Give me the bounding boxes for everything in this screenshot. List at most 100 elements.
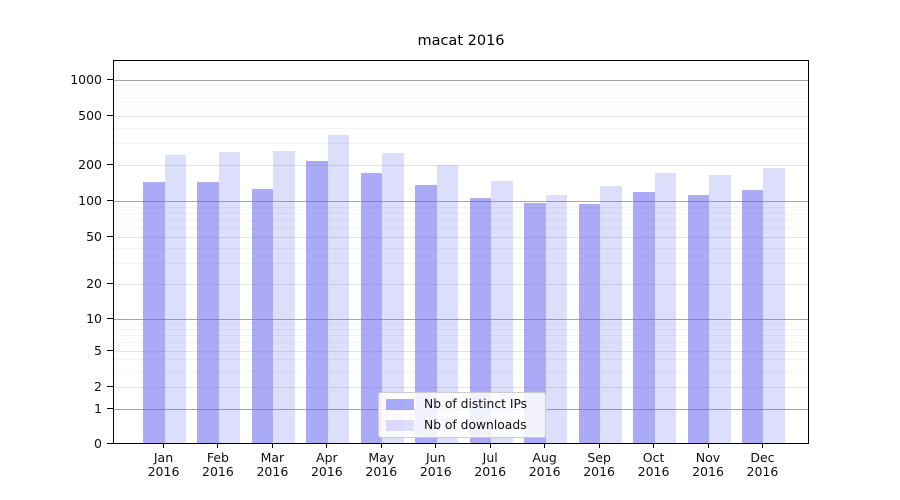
- y-tick-label-0: 0: [94, 436, 102, 451]
- minor-gridline-800: [114, 91, 808, 93]
- y-tick-mark-500: [106, 115, 113, 117]
- bar-nb-of-downloads-aug: [545, 194, 568, 444]
- gridline-50: [114, 237, 808, 239]
- bar-nb-of-distinct-ips-jan: [143, 182, 165, 444]
- bar-nb-of-downloads-nov: [709, 175, 731, 444]
- legend-swatch-downloads: [386, 419, 414, 431]
- minor-gridline-4: [114, 359, 808, 361]
- x-tick-mark-dec: [761, 443, 763, 448]
- x-tick-label-nov: Nov 2016: [692, 450, 724, 479]
- x-tick-mark-mar: [271, 443, 273, 448]
- gridline-1000: [114, 79, 808, 81]
- minor-gridline-7: [114, 334, 808, 336]
- y-tick-mark-50: [106, 236, 113, 238]
- x-tick-mark-nov: [707, 443, 709, 448]
- x-tick-label-dec: Dec 2016: [746, 450, 779, 479]
- x-tick-label-aug: Aug 2016: [528, 450, 561, 479]
- bar-nb-of-distinct-ips-oct: [633, 191, 655, 444]
- gridline-200: [114, 164, 808, 166]
- minor-gridline-90: [114, 206, 808, 208]
- gridline-10: [114, 318, 808, 320]
- x-tick-mark-may: [380, 443, 382, 448]
- y-tick-mark-1000: [106, 78, 113, 80]
- y-tick-label-2: 2: [94, 378, 102, 394]
- x-tick-label-jan: Jan 2016: [147, 450, 180, 479]
- bar-nb-of-distinct-ips-mar: [251, 189, 274, 444]
- x-tick-mark-apr: [326, 443, 328, 448]
- minor-gridline-70: [114, 219, 808, 221]
- bar-nb-of-downloads-sep: [600, 185, 622, 444]
- x-tick-mark-jan: [163, 443, 164, 448]
- minor-gridline-80: [114, 212, 808, 214]
- x-tick-label-mar: Mar 2016: [256, 450, 289, 479]
- legend: Nb of distinct IPs Nb of downloads: [378, 391, 546, 438]
- x-tick-label-jul: Jul 2016: [474, 450, 507, 479]
- x-tick-label-oct: Oct 2016: [637, 450, 670, 479]
- y-tick-label-50: 50: [86, 229, 102, 245]
- plot-area: Nb of distinct IPs Nb of downloads: [113, 59, 809, 444]
- bar-nb-of-distinct-ips-nov: [687, 194, 709, 444]
- gridline-100: [114, 201, 808, 203]
- bar-nb-of-downloads-jan: [164, 154, 186, 444]
- bar-nb-of-distinct-ips-sep: [578, 204, 601, 444]
- y-tick-mark-100: [106, 200, 113, 202]
- y-tick-mark-2: [106, 385, 113, 387]
- chart-title: macat 2016: [417, 33, 505, 49]
- y-tick-mark-20: [106, 282, 113, 284]
- y-tick-mark-1: [106, 407, 113, 409]
- bar-nb-of-downloads-jul: [491, 180, 513, 444]
- legend-entry-distinct-ips: Nb of distinct IPs: [386, 396, 545, 413]
- y-tick-label-500: 500: [78, 108, 102, 124]
- minor-gridline-6: [114, 342, 808, 344]
- gridline-2: [114, 386, 808, 388]
- minor-gridline-400: [114, 127, 808, 129]
- minor-gridline-700: [114, 98, 808, 100]
- legend-label-distinct-ips: Nb of distinct IPs: [424, 397, 528, 411]
- legend-label-downloads: Nb of downloads: [424, 418, 527, 432]
- x-tick-label-feb: Feb 2016: [202, 450, 234, 479]
- bar-nb-of-downloads-apr: [327, 134, 350, 444]
- bar-nb-of-downloads-feb: [218, 151, 241, 444]
- minor-gridline-900: [114, 85, 808, 87]
- x-tick-label-may: May 2016: [365, 450, 398, 479]
- y-tick-label-100: 100: [78, 193, 102, 209]
- x-tick-mark-jun: [435, 443, 437, 448]
- y-tick-label-200: 200: [78, 156, 102, 172]
- gridline-20: [114, 283, 808, 285]
- y-tick-label-1: 1: [94, 400, 102, 416]
- minor-gridline-60: [114, 227, 808, 229]
- minor-gridline-30: [114, 263, 808, 264]
- bar-nb-of-distinct-ips-aug: [524, 203, 546, 444]
- bar-nb-of-downloads-dec: [763, 167, 785, 444]
- bar-nb-of-downloads-mar: [273, 150, 295, 444]
- y-tick-label-5: 5: [94, 342, 102, 358]
- bar-nb-of-downloads-jun: [436, 165, 459, 444]
- bar-nb-of-distinct-ips-feb: [197, 182, 219, 444]
- minor-gridline-3: [114, 370, 808, 372]
- y-tick-label-10: 10: [86, 310, 102, 326]
- gridline-5: [114, 350, 808, 352]
- minor-gridline-40: [114, 248, 808, 250]
- bar-nb-of-distinct-ips-jun: [415, 184, 437, 444]
- y-tick-mark-5: [106, 349, 113, 351]
- bar-nb-of-distinct-ips-apr: [306, 160, 328, 444]
- y-tick-label-1000: 1000: [70, 71, 102, 87]
- x-tick-mark-jul: [489, 443, 491, 448]
- x-tick-label-jun: Jun 2016: [419, 450, 452, 479]
- x-tick-mark-aug: [544, 443, 546, 448]
- legend-swatch-distinct-ips: [386, 398, 414, 410]
- y-tick-mark-200: [106, 163, 113, 165]
- bar-nb-of-downloads-may: [382, 152, 404, 444]
- minor-gridline-300: [114, 143, 808, 145]
- x-tick-mark-feb: [217, 443, 219, 448]
- y-tick-mark-10: [106, 317, 113, 319]
- bar-nb-of-distinct-ips-jul: [469, 198, 492, 444]
- legend-entry-downloads: Nb of downloads: [386, 417, 545, 434]
- x-tick-label-apr: Apr 2016: [310, 450, 343, 479]
- x-tick-mark-sep: [598, 443, 600, 448]
- minor-gridline-8: [114, 328, 808, 330]
- y-tick-mark-0: [106, 443, 113, 444]
- minor-gridline-600: [114, 106, 808, 108]
- y-tick-label-20: 20: [86, 275, 102, 291]
